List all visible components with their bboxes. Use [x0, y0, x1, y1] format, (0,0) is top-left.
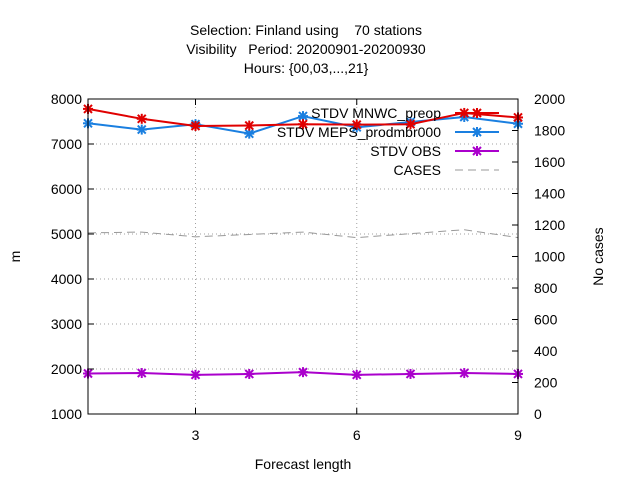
plot-frame: [87, 98, 519, 415]
y-tick-label: 8000: [51, 91, 82, 107]
x-axis-label: Forecast length: [255, 456, 352, 472]
x-tick-label: 6: [353, 427, 361, 443]
y2-tick-label: 0: [534, 406, 542, 422]
y-tick-label: 3000: [51, 316, 82, 332]
title-line: Visibility Period: 20200901-20200930: [186, 41, 426, 57]
legend-label: STDV MNWC_preop: [311, 105, 441, 121]
y-tick-label: 6000: [51, 181, 82, 197]
y2-tick-label: 400: [534, 343, 558, 359]
y2-tick-label: 600: [534, 312, 558, 328]
y-axis-label: m: [7, 251, 23, 263]
y-tick-label: 7000: [51, 136, 82, 152]
grid: [88, 99, 518, 414]
series-cases: [87, 229, 519, 239]
x-tick-label: 3: [192, 427, 200, 443]
title-line: Hours: {00,03,...,21}: [244, 60, 369, 76]
axes: 3 6 9 1000 2000 3000 4000 5000 6000 7000 8000 0 200 4…: [51, 91, 566, 443]
y2-tick-label: 800: [534, 280, 558, 296]
chart-title: Selection: Finland using 70 stations Visi…: [186, 22, 426, 76]
x-tick-label: 9: [514, 427, 522, 443]
y2-tick-label: 1400: [534, 186, 565, 202]
y2-tick-label: 1000: [534, 249, 565, 265]
y2-tick-label: 2000: [534, 91, 565, 107]
y-tick-label: 5000: [51, 226, 82, 242]
y2-tick-label: 200: [534, 375, 558, 391]
y2-tick-label: 1800: [534, 123, 565, 139]
y2-tick-label: 1200: [534, 217, 565, 233]
legend-label: STDV MEPS_prodmbr000: [277, 124, 441, 140]
y-tick-label: 4000: [51, 271, 82, 287]
y2-tick-label: 1600: [534, 154, 565, 170]
legend: STDV MNWC_preop STDV MEPS_prodmbr000 STDV …: [277, 105, 499, 178]
series-line: [87, 229, 519, 239]
y-tick-label: 2000: [51, 361, 82, 377]
legend-label: STDV OBS: [370, 143, 441, 159]
title-line: Selection: Finland using 70 stations: [190, 22, 422, 38]
legend-label: CASES: [394, 162, 441, 178]
y-tick-label: 1000: [51, 406, 82, 422]
series-layer: [83, 103, 523, 380]
y2-axis-label: No cases: [590, 227, 606, 285]
